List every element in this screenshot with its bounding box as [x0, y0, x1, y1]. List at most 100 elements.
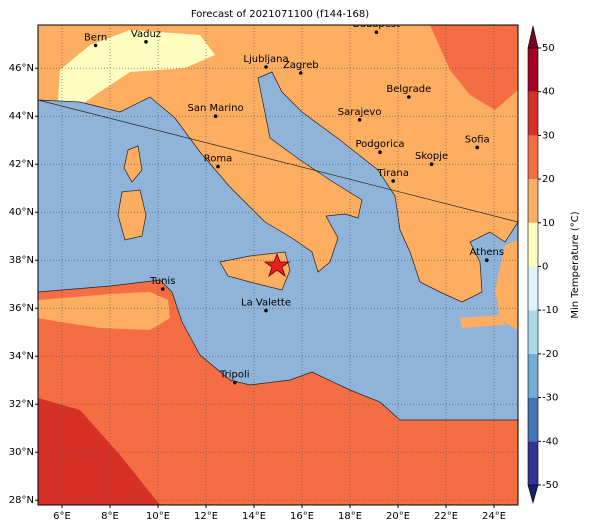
city-label: Budapest: [353, 19, 400, 30]
x-tick-label: 18°E: [338, 511, 362, 522]
city-dot: [475, 145, 480, 150]
y-tick-label: 40°N: [9, 207, 34, 218]
x-tick-label: 24°E: [482, 511, 506, 522]
colorbar-tick-label: -30: [542, 393, 558, 404]
city-label: San Marino: [188, 103, 244, 114]
city-label: Ljubljana: [243, 54, 288, 65]
colorbar-tick-label: 30: [542, 130, 555, 141]
greece: [420, 230, 478, 292]
coastline: [123, 145, 143, 183]
colorbar-tick-label: 20: [542, 174, 555, 185]
city-dot: [374, 30, 379, 34]
city-label: Podgorica: [355, 139, 404, 150]
city-dot: [357, 118, 362, 122]
city-dot: [213, 114, 218, 118]
city-label: Tunis: [149, 276, 175, 287]
city-label: Bern: [84, 32, 107, 43]
coastline: [117, 189, 147, 241]
colorbar-label: Min Temperature (°C): [570, 211, 581, 318]
city-dot: [264, 308, 268, 313]
crete: [460, 315, 505, 328]
colorbar: -50 -40 -30 -20 -10 0 10 20 30 40 50: [527, 25, 558, 505]
sardinia: [118, 190, 146, 240]
y-tick-label: 32°N: [9, 399, 34, 410]
colorbar-tick-label: -20: [542, 349, 558, 360]
city-dot: [378, 150, 382, 154]
colorbar-band: [528, 135, 538, 180]
city-dot: [429, 162, 434, 166]
colorbar-tick-label: -50: [542, 480, 558, 491]
alps-region: [58, 30, 215, 110]
y-tick-label: 44°N: [9, 111, 34, 122]
warm-region: [430, 25, 518, 110]
city-dot: [144, 40, 148, 44]
city-label: Skopje: [415, 151, 448, 162]
city-dot: [216, 164, 220, 169]
coastline: [219, 251, 291, 291]
colorbar-band: [528, 179, 538, 223]
sicily: [220, 252, 290, 290]
x-tick-label: 16°E: [290, 511, 314, 522]
x-tick-label: 12°E: [194, 511, 218, 522]
coastline: [38, 279, 518, 421]
x-tick-label: 6°E: [53, 511, 71, 522]
colorbar-band: [528, 441, 538, 485]
y-tick-label: 42°N: [9, 159, 34, 170]
city-dot: [391, 179, 396, 183]
city-label: Athens: [469, 247, 504, 258]
coastline: [38, 71, 518, 303]
x-tick-label: 20°E: [386, 511, 410, 522]
city-dot: [161, 287, 165, 291]
y-tick-label: 46°N: [9, 63, 34, 74]
city-label: Tripoli: [219, 370, 250, 381]
x-tick-label: 22°E: [434, 511, 458, 522]
grid: [38, 25, 518, 505]
colorbar-band: [528, 397, 538, 442]
city-label: Vaduz: [131, 29, 161, 40]
y-tick-label: 38°N: [9, 255, 34, 266]
corsica: [124, 146, 142, 182]
colorbar-band: [528, 310, 538, 354]
y-tick-label: 34°N: [9, 351, 34, 362]
city-label: La Valette: [241, 298, 291, 309]
colorbar-tick-label: 10: [542, 218, 555, 229]
colorbar-band: [528, 222, 538, 267]
hot-region: [38, 398, 160, 505]
city-dot: [407, 95, 411, 99]
colorbar-extend-low: [527, 484, 539, 505]
colorbar-tick-label: -40: [542, 436, 558, 447]
x-tick-label: 10°E: [146, 511, 170, 522]
map-frame: [37, 24, 519, 506]
colorbar-band: [528, 91, 538, 136]
sea: [38, 72, 518, 420]
city-label: Zagreb: [283, 60, 319, 71]
location-star: [263, 252, 291, 278]
city-label: Sarajevo: [338, 107, 382, 118]
x-tick-label: 8°E: [101, 511, 119, 522]
colorbar-extend-high: [527, 25, 539, 49]
colorbar-band: [528, 266, 538, 311]
city-dot: [233, 380, 237, 385]
city-label: Sofia: [465, 134, 490, 145]
city-dot: [264, 65, 268, 69]
tunisia-region: [38, 292, 170, 330]
y-tick-label: 28°N: [9, 495, 34, 506]
city-dot: [485, 258, 489, 263]
colorbar-tick-label: -10: [542, 305, 558, 316]
city-label: Tirana: [377, 168, 409, 179]
city-label: Belgrade: [386, 84, 431, 95]
colorbar-band: [528, 353, 538, 398]
colorbar-band: [528, 48, 538, 92]
city-label: Roma: [204, 154, 233, 165]
colorbar-tick-label: 40: [542, 87, 555, 98]
y-tick-label: 30°N: [9, 447, 34, 458]
city-dot: [93, 43, 98, 48]
colorbar-tick-label: 0: [542, 262, 548, 273]
y-tick-label: 36°N: [9, 303, 34, 314]
x-tick-label: 14°E: [242, 511, 266, 522]
colorbar-tick-label: 50: [542, 43, 555, 54]
turkey: [495, 240, 518, 330]
